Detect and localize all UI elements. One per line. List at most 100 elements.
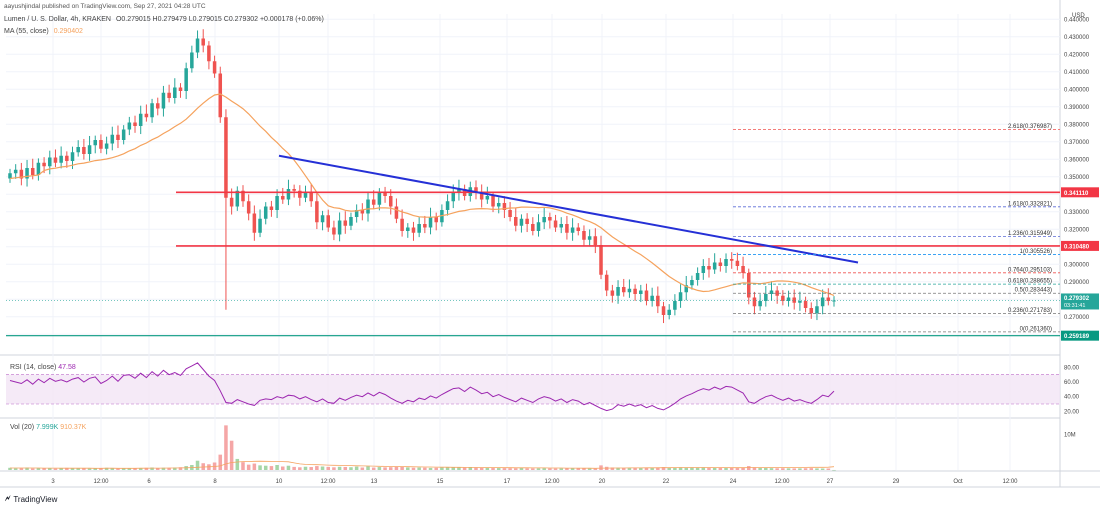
time-tick-label: 12:00 bbox=[1002, 479, 1018, 485]
candle-body bbox=[48, 157, 52, 167]
volume-bar bbox=[121, 468, 126, 470]
candle-body bbox=[104, 143, 109, 149]
candle-body bbox=[428, 217, 433, 228]
volume-bar bbox=[326, 466, 330, 470]
current-price-countdown: 03:31:41 bbox=[1064, 303, 1085, 309]
volume-bar bbox=[388, 467, 393, 470]
candle-body bbox=[735, 260, 740, 266]
candle-body bbox=[138, 113, 143, 126]
price-tick-label: 0.300000 bbox=[1064, 262, 1090, 268]
candle-body bbox=[377, 192, 382, 205]
candle-body bbox=[803, 301, 808, 308]
volume-bar bbox=[650, 467, 654, 470]
volume-bar bbox=[440, 467, 444, 470]
candle-body bbox=[764, 294, 768, 301]
volume-bar bbox=[474, 467, 478, 470]
candle-body bbox=[150, 103, 154, 118]
volume-bar bbox=[428, 467, 433, 470]
volume-bar bbox=[48, 468, 52, 470]
ma-line bbox=[9, 93, 835, 296]
volume-bar bbox=[695, 467, 700, 470]
candle-body bbox=[707, 266, 711, 270]
candle-body bbox=[741, 266, 745, 273]
volume-bar bbox=[758, 467, 762, 470]
candle-body bbox=[576, 227, 581, 231]
volume-ma-line bbox=[10, 460, 835, 469]
time-tick-label: 24 bbox=[730, 479, 737, 485]
time-tick-label: 17 bbox=[504, 479, 511, 485]
volume-bar bbox=[752, 467, 757, 470]
candle-body bbox=[570, 227, 575, 233]
current-price-tag bbox=[1061, 293, 1099, 310]
fib-label: 0(0.261360) bbox=[1020, 326, 1052, 332]
candle-body bbox=[281, 196, 285, 200]
time-tick-label: 15 bbox=[437, 479, 444, 485]
volume-bar bbox=[667, 467, 671, 470]
currency-label: USD bbox=[1072, 13, 1085, 19]
candle-body bbox=[502, 203, 507, 210]
volume-bar bbox=[729, 467, 734, 470]
volume-bar bbox=[809, 468, 814, 470]
volume-bar bbox=[275, 465, 279, 470]
candle-body bbox=[514, 217, 518, 226]
volume-bar bbox=[536, 468, 541, 470]
candle-body bbox=[479, 192, 484, 200]
volume-bar bbox=[690, 467, 694, 470]
volume-bar bbox=[65, 467, 69, 470]
candle-body bbox=[496, 203, 501, 207]
candle-body bbox=[809, 308, 814, 314]
volume-bar bbox=[195, 460, 200, 470]
candle-body bbox=[798, 301, 802, 303]
vol-label-row: Vol (20) 7.999K 910.37K bbox=[10, 424, 86, 431]
time-tick-label: 12:00 bbox=[93, 479, 109, 485]
candle-body bbox=[451, 192, 456, 202]
volume-bar bbox=[349, 467, 353, 470]
volume-bar bbox=[661, 467, 666, 470]
candle-body bbox=[315, 201, 319, 223]
candle-body bbox=[337, 220, 342, 235]
volume-bar bbox=[542, 468, 546, 470]
candle-body bbox=[263, 206, 268, 219]
volume-bar bbox=[315, 466, 319, 470]
time-tick-label: 22 bbox=[663, 479, 670, 485]
published-by: aayushjindal published on TradingView.co… bbox=[4, 3, 206, 10]
candle-body bbox=[775, 290, 779, 296]
rsi-tick-label: 80.00 bbox=[1064, 365, 1080, 371]
candle-body bbox=[110, 134, 115, 144]
volume-bar bbox=[354, 466, 359, 470]
candle-body bbox=[610, 290, 615, 296]
volume-bar bbox=[99, 468, 103, 470]
candle-body bbox=[155, 103, 160, 109]
volume-bar bbox=[531, 468, 535, 470]
candle-body bbox=[195, 38, 200, 53]
candle-body bbox=[82, 147, 86, 154]
candle-body bbox=[616, 287, 620, 296]
volume-bar bbox=[576, 468, 581, 470]
volume-bar bbox=[13, 468, 18, 470]
volume-bar bbox=[570, 468, 575, 470]
volume-bar bbox=[769, 468, 774, 470]
candle-body bbox=[531, 224, 535, 231]
candle-body bbox=[8, 173, 12, 179]
volume-bar bbox=[741, 467, 745, 470]
fib-label: 1.236(0.315949) bbox=[1008, 231, 1052, 237]
candle-body bbox=[781, 295, 785, 301]
volume-bar bbox=[491, 468, 495, 470]
time-tick-label: 12:00 bbox=[774, 479, 790, 485]
candle-body bbox=[644, 290, 649, 301]
candle-body bbox=[354, 210, 359, 217]
volume-bar bbox=[519, 468, 524, 470]
candle-body bbox=[167, 92, 171, 98]
rsi-label-row: RSI (14, close) 47.58 bbox=[10, 364, 76, 371]
candle-body bbox=[25, 168, 29, 179]
volume-bar bbox=[417, 467, 421, 470]
candle-body bbox=[724, 259, 728, 266]
volume-bar bbox=[553, 468, 558, 470]
volume-bar bbox=[627, 467, 632, 470]
footer-brand[interactable]: 🗲 TradingView bbox=[5, 494, 57, 504]
candle-body bbox=[673, 301, 677, 310]
volume-bar bbox=[133, 468, 137, 470]
price-tick-label: 0.320000 bbox=[1064, 227, 1090, 233]
candle-body bbox=[695, 273, 700, 280]
